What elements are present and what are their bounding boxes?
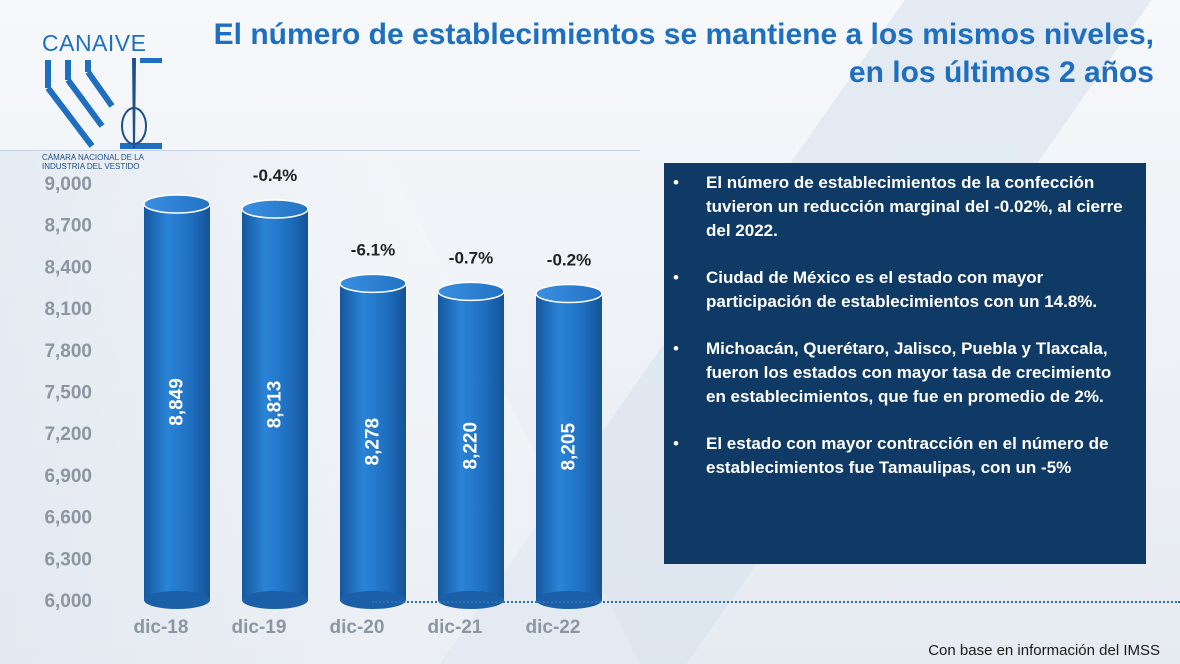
y-tick-label: 6,900	[44, 466, 92, 487]
bar-value-label: 8,205	[559, 423, 580, 471]
bar-base	[144, 591, 210, 609]
page-title: El número de establecimientos se mantien…	[213, 18, 1154, 89]
y-tick-label: 7,800	[44, 341, 92, 362]
bar-value-label: 8,220	[461, 422, 482, 470]
x-axis: dic-18 dic-19 dic-20 dic-21 dic-22	[134, 617, 581, 638]
y-tick-label: 6,600	[44, 508, 92, 529]
x-tick-label: dic-19	[232, 617, 287, 638]
y-axis: 6,000 6,300 6,600 6,900 7,200 7,500 7,800 8,100…	[44, 174, 92, 612]
info-bullet: El número de establecimientos de la conf…	[673, 171, 1126, 243]
baseline-dotted	[372, 601, 1180, 603]
change-label: -0.2%	[547, 251, 591, 270]
x-tick-label: dic-22	[526, 617, 581, 638]
info-bullet: El estado con mayor contracción en el nú…	[673, 432, 1126, 480]
bar-body	[144, 203, 210, 600]
bar: 8,205 -0.2%	[535, 251, 603, 609]
y-tick-label: 7,500	[44, 383, 92, 404]
bar-top	[143, 194, 211, 214]
change-label: -0.7%	[449, 248, 493, 267]
bar-top	[339, 273, 407, 294]
x-tick-label: dic-20	[330, 617, 385, 638]
bars: 8,849 8,813 -0.4% 8,278 -6.1% 8,220 -0.7% 8,205…	[143, 166, 603, 609]
canaive-logo: CANAIVE CÁMARA NACIONAL DE LA INDUSTRIA …	[40, 30, 175, 171]
bar-value-label: 8,813	[265, 381, 286, 429]
bar-base	[438, 591, 504, 609]
bar-value-label: 8,278	[363, 418, 384, 466]
bar-chart: 6,000 6,300 6,600 6,900 7,200 7,500 7,800 8,100…	[44, 166, 603, 638]
y-tick-label: 8,100	[44, 299, 92, 320]
bar-body	[536, 293, 602, 600]
bar-body	[438, 291, 504, 600]
header-divider	[0, 150, 640, 151]
bar-body	[242, 208, 308, 601]
bar-top	[437, 281, 505, 302]
y-tick-label: 9,000	[44, 174, 92, 195]
bar: 8,220 -0.7%	[437, 248, 505, 609]
bar: 8,278 -6.1%	[339, 240, 407, 609]
info-bullet: Ciudad de México es el estado con mayor …	[673, 266, 1126, 314]
y-tick-label: 8,700	[44, 216, 92, 237]
source-note: Con base en información del IMSS	[928, 642, 1160, 659]
bar-base	[340, 591, 406, 609]
y-tick-label: 7,200	[44, 424, 92, 445]
change-label: -0.4%	[253, 166, 297, 185]
needle-logo-icon	[45, 58, 162, 149]
info-box: El número de establecimientos de la conf…	[664, 163, 1146, 564]
change-label: -6.1%	[351, 240, 395, 259]
logo-subtitle: CÁMARA NACIONAL DE LA INDUSTRIA DEL VEST…	[42, 153, 144, 171]
bar: 8,849	[143, 194, 211, 609]
info-bullet: Michoacán, Querétaro, Jalisco, Puebla y …	[673, 337, 1126, 409]
bar-base	[536, 591, 602, 609]
y-tick-label: 6,300	[44, 549, 92, 570]
x-tick-label: dic-21	[428, 617, 483, 638]
bar-top	[241, 199, 309, 219]
bar: 8,813 -0.4%	[241, 166, 309, 609]
bar-value-label: 8,849	[167, 378, 188, 426]
y-tick-label: 6,000	[44, 591, 92, 612]
bar-base	[242, 591, 308, 609]
bar-top	[535, 283, 603, 304]
x-tick-label: dic-18	[134, 617, 189, 638]
y-tick-label: 8,400	[44, 257, 92, 278]
bar-body	[340, 283, 406, 600]
logo-brand: CANAIVE	[42, 30, 147, 56]
